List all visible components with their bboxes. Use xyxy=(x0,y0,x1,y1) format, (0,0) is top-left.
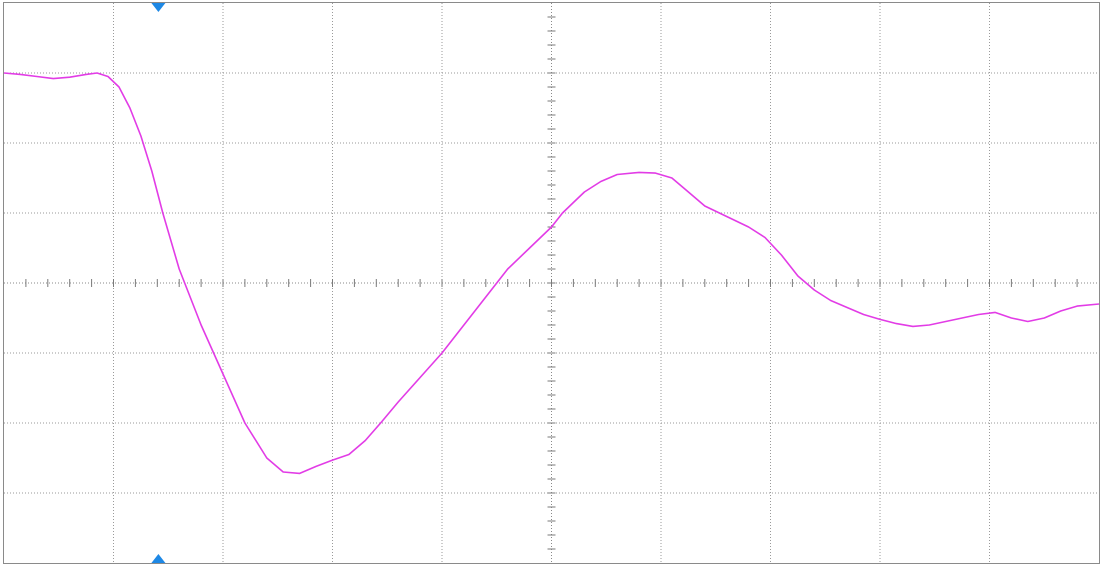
center-axes xyxy=(4,3,1099,563)
waveform-trace xyxy=(3,72,1100,475)
trace-group xyxy=(3,72,1100,475)
trigger-marker-bottom-icon xyxy=(151,554,166,563)
trigger-marker-top-icon xyxy=(151,3,166,12)
trigger-markers xyxy=(151,3,166,563)
